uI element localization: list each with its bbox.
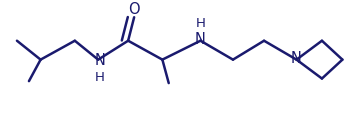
Text: H: H bbox=[196, 17, 205, 30]
Text: O: O bbox=[128, 2, 140, 17]
Text: N: N bbox=[291, 51, 302, 66]
Text: H: H bbox=[95, 71, 105, 84]
Text: N: N bbox=[95, 53, 105, 68]
Text: N: N bbox=[195, 32, 206, 47]
